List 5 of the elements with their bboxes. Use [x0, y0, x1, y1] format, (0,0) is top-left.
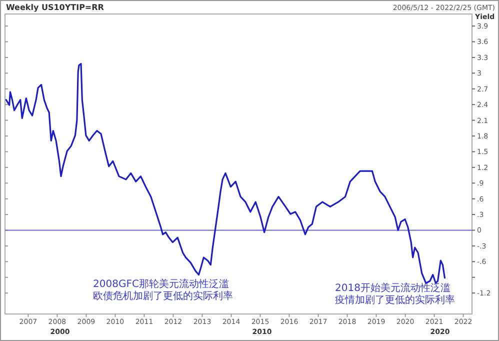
annotation: 2008GFC那轮美元流动性泛滥 — [93, 278, 229, 290]
annotation: 疫情加剧了更低的实际利率 — [335, 294, 455, 306]
chart-title: Weekly US10YTIP=RR — [6, 3, 104, 12]
annotation: 欧债危机加剧了更低的实际利率 — [93, 290, 233, 302]
annotation: 2018开始美元流动性泛滥 — [335, 282, 450, 294]
